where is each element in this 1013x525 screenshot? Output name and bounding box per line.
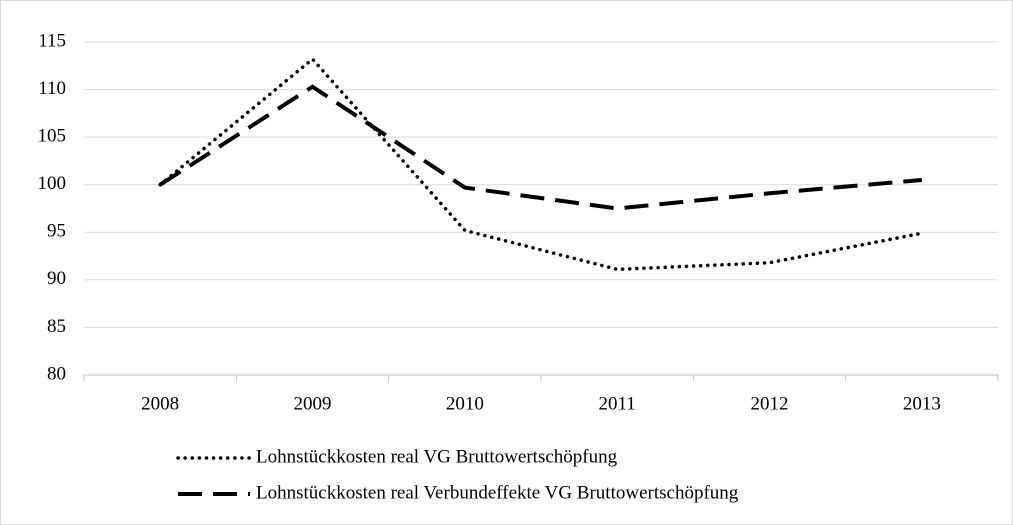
x-tick-label: 2010 [446, 393, 484, 414]
y-tick-label: 95 [47, 221, 66, 242]
x-tick-label: 2012 [751, 393, 789, 414]
y-tick-label: 100 [38, 173, 67, 194]
y-tick-label: 110 [38, 78, 66, 99]
y-tick-label: 85 [47, 316, 66, 337]
x-tick-label: 2009 [294, 393, 332, 414]
line-series [159, 84, 923, 211]
legend-label: Lohnstückkosten real VG Bruttowertschöpf… [256, 446, 618, 467]
x-tick-label: 2011 [599, 393, 636, 414]
y-tick-label: 80 [47, 363, 66, 384]
y-tick-label: 105 [38, 126, 67, 147]
line-series [158, 56, 924, 272]
y-tick-label: 90 [47, 268, 66, 289]
legend-label: Lohnstückkosten real Verbundeffekte VG B… [256, 482, 739, 503]
y-tick-label: 115 [38, 30, 66, 51]
x-tick-label: 2013 [903, 393, 941, 414]
x-tick-label: 2008 [141, 393, 179, 414]
